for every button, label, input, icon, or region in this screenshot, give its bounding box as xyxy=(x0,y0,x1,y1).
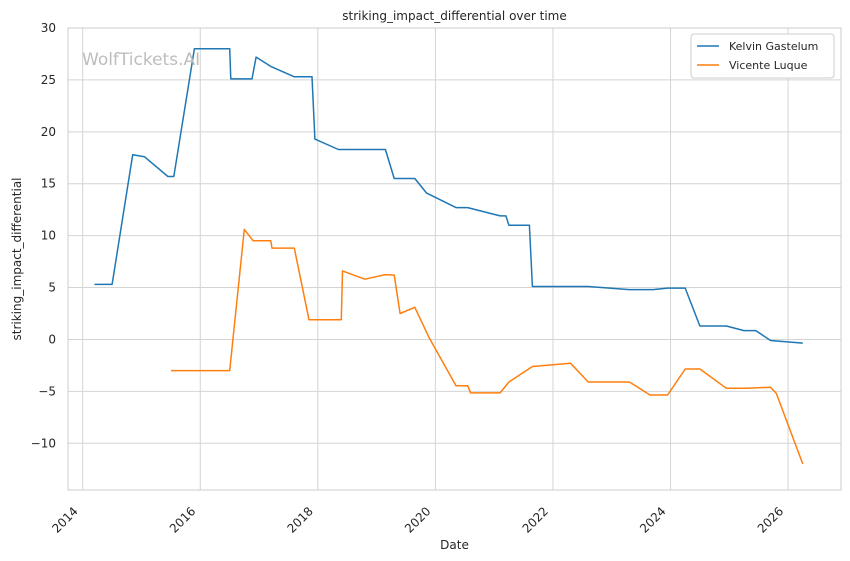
y-tick-label: 25 xyxy=(41,73,56,87)
y-tick-label: 15 xyxy=(41,177,56,191)
y-tick-label: 30 xyxy=(41,21,56,35)
legend: Kelvin Gastelum Vicente Luque xyxy=(690,33,835,79)
y-tick-label: 0 xyxy=(48,332,56,346)
y-tick-label: 20 xyxy=(41,125,56,139)
y-axis-label: striking_impact_differential xyxy=(10,177,24,340)
grid xyxy=(68,27,841,490)
legend-label: Vicente Luque xyxy=(729,59,808,72)
series-line xyxy=(170,228,804,465)
x-axis-label: Date xyxy=(440,538,469,552)
plot-area-frame xyxy=(67,27,842,491)
y-tick-label: −5 xyxy=(38,384,56,398)
legend-box xyxy=(690,33,835,79)
y-tick-label: 10 xyxy=(41,229,56,243)
legend-label: Kelvin Gastelum xyxy=(729,40,818,53)
y-tick-label: −10 xyxy=(31,436,56,450)
series-line xyxy=(94,48,803,344)
watermark-text: WolfTickets.AI xyxy=(82,50,200,70)
chart-title: striking_impact_differential over time xyxy=(342,9,567,23)
y-tick-label: 5 xyxy=(48,281,56,295)
series-lines xyxy=(94,48,804,465)
